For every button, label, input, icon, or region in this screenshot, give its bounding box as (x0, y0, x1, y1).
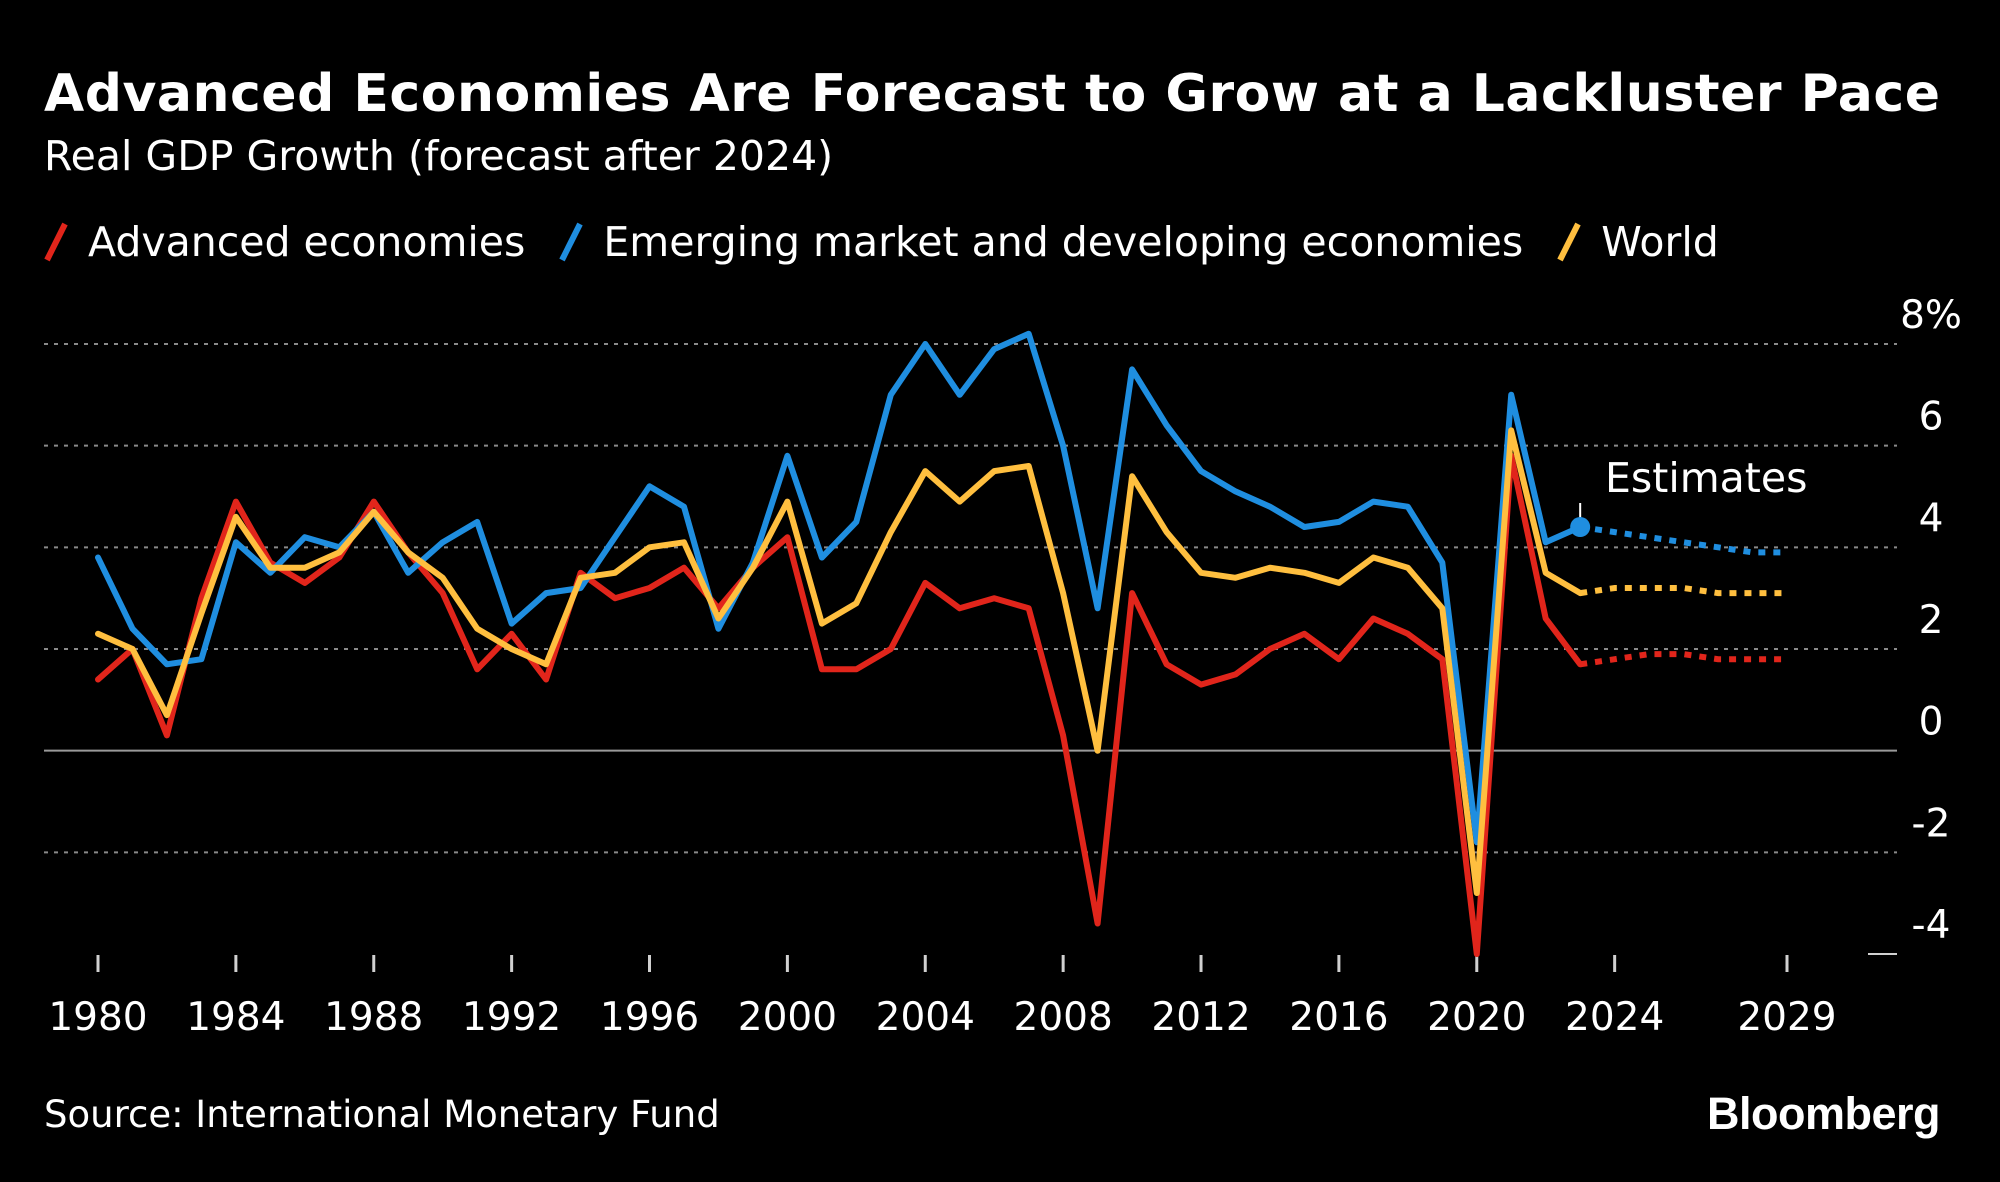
x-tick-label: 1988 (324, 995, 423, 1040)
x-tick-label: 2029 (1737, 995, 1836, 1040)
legend-swatch-world (1557, 220, 1581, 264)
x-tick-label: 2012 (1151, 995, 1250, 1040)
series-forecast-0 (1579, 651, 1787, 668)
source-note: Source: International Monetary Fund (44, 1093, 720, 1136)
series-layer (95, 330, 1787, 957)
legend-label-advanced: Advanced economies (88, 218, 526, 266)
x-tick-label: 2016 (1289, 995, 1388, 1040)
x-tick-label: 2008 (1014, 995, 1113, 1040)
x-tick-label: 2004 (876, 995, 975, 1040)
bloomberg-logo: Bloomberg (1706, 1088, 1941, 1139)
chart-subtitle: Real GDP Growth (forecast after 2024) (44, 132, 834, 180)
legend-label-world: World (1601, 218, 1719, 266)
legend-swatch-emerging (559, 220, 584, 264)
y-tick-label: 8% (1900, 293, 1962, 338)
x-tick-label: 1980 (48, 995, 147, 1040)
y-tick-label: 4 (1919, 496, 1944, 541)
legend-swatch-advanced (44, 220, 68, 264)
annotation-layer: Estimates (1570, 454, 1807, 537)
y-tick-label: -2 (1912, 801, 1951, 846)
legend-item-advanced: Advanced economies (44, 218, 525, 266)
legend-item-world: World (1557, 218, 1719, 266)
estimates-label: Estimates (1605, 454, 1807, 502)
legend: Advanced economies Emerging market and d… (44, 218, 1753, 266)
grid-layer (44, 343, 1897, 955)
series-line-0 (95, 452, 1584, 957)
series-forecast-2 (1579, 585, 1787, 597)
estimates-marker (1570, 517, 1591, 537)
x-tick-label: 1992 (462, 995, 561, 1040)
x-tick-label: 2020 (1427, 995, 1526, 1040)
series-forecast-1 (1579, 524, 1787, 556)
legend-item-emerging: Emerging market and developing economies (559, 218, 1523, 266)
y-tick-label: 2 (1919, 598, 1944, 643)
legend-label-emerging: Emerging market and developing economies (603, 218, 1524, 266)
chart-title: Advanced Economies Are Forecast to Grow … (44, 64, 1941, 124)
x-tick-label: 1996 (600, 995, 699, 1040)
series-line-1 (95, 330, 1584, 846)
y-tick-label: -4 (1912, 903, 1951, 948)
axis-layer: 8% 6 4 2 0 -2 -4 1980 1984 1988 1992 1996 2000 2004 20… (48, 293, 1962, 1040)
x-tick-label: 2000 (738, 995, 837, 1040)
y-tick-label: 0 (1919, 700, 1944, 745)
y-tick-label: 6 (1919, 395, 1944, 440)
x-tick-label: 2024 (1565, 995, 1664, 1040)
series-line-2 (95, 427, 1584, 896)
x-tick-label: 1984 (186, 995, 285, 1040)
